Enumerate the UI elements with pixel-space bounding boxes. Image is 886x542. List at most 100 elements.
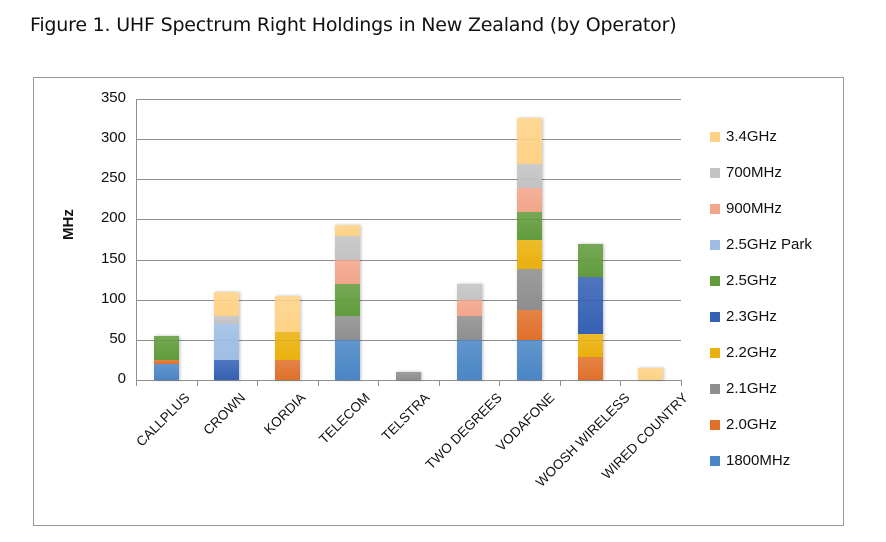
- bar-segment: [274, 295, 300, 332]
- x-tick: [197, 380, 198, 386]
- bar-vodafone: [517, 118, 543, 380]
- y-tick-label: 0: [117, 370, 126, 387]
- legend-item: 2.5GHz Park: [710, 236, 812, 253]
- legend-swatch-icon: [710, 347, 720, 358]
- bar-callplus: [153, 335, 179, 380]
- legend-swatch-icon: [710, 203, 720, 214]
- y-tick-label: 100: [100, 289, 126, 307]
- x-tick: [257, 380, 258, 386]
- legend-item: 3.4GHz: [710, 128, 777, 145]
- bar-segment: [456, 315, 482, 340]
- bar-segment: [456, 299, 482, 316]
- gridline: [136, 380, 681, 381]
- legend-label: 2.5GHz: [726, 272, 777, 289]
- y-axis-line: [136, 99, 137, 380]
- x-tick: [681, 380, 682, 386]
- legend-swatch-icon: [710, 419, 720, 430]
- bar-segment: [335, 339, 361, 380]
- legend-label: 2.1GHz: [726, 380, 777, 397]
- gridline: [136, 260, 681, 261]
- legend-item: 2.5GHz: [710, 272, 777, 289]
- legend-item: 2.1GHz: [710, 380, 777, 397]
- legend-label: 2.5GHz Park: [726, 236, 812, 253]
- legend-swatch-icon: [710, 167, 720, 178]
- legend-item: 700MHz: [710, 164, 782, 181]
- bar-segment: [335, 235, 361, 260]
- bar-segment: [214, 315, 240, 324]
- legend-label: 2.0GHz: [726, 416, 777, 433]
- gridline: [136, 219, 681, 220]
- bar-telecom: [335, 225, 361, 380]
- y-tick-label: 350: [100, 89, 126, 106]
- bar-crown: [214, 291, 240, 380]
- bar-segment: [335, 259, 361, 284]
- bar-segment: [517, 310, 543, 340]
- plot-area: [136, 99, 682, 386]
- bar-segment: [214, 323, 240, 360]
- legend-item: 2.3GHz: [710, 308, 777, 325]
- legend-swatch-icon: [710, 239, 720, 250]
- bar-segment: [335, 315, 361, 340]
- bar-segment: [517, 212, 543, 241]
- legend-label: 2.3GHz: [726, 308, 777, 325]
- legend-swatch-icon: [710, 383, 720, 394]
- bar-segment: [274, 331, 300, 360]
- legend-label: 1800MHz: [726, 452, 791, 469]
- bar-wired-country: [638, 367, 664, 380]
- legend-label: 900MHz: [726, 200, 782, 217]
- bar-segment: [517, 339, 543, 380]
- x-tick: [439, 380, 440, 386]
- gridline: [136, 99, 681, 100]
- bar-segment: [517, 164, 543, 189]
- x-tick: [499, 380, 500, 386]
- bar-segment: [517, 188, 543, 213]
- gridline: [136, 340, 681, 341]
- legend-label: 2.2GHz: [726, 344, 777, 361]
- bar-segment: [335, 225, 361, 236]
- bar-kordia: [274, 295, 300, 380]
- legend-item: 2.0GHz: [710, 416, 777, 433]
- gridline: [136, 300, 681, 301]
- x-tick: [136, 380, 137, 386]
- bar-telstra: [396, 371, 421, 380]
- x-tick: [620, 380, 621, 386]
- bar-woosh-wireless: [577, 243, 603, 380]
- legend-item: 1800MHz: [710, 452, 790, 469]
- legend-swatch-icon: [710, 275, 720, 286]
- gridline: [136, 139, 681, 140]
- bar-segment: [577, 243, 603, 278]
- bar-segment: [274, 359, 300, 380]
- gridline: [136, 179, 681, 180]
- bar-segment: [396, 371, 421, 380]
- figure-title: Figure 1. UHF Spectrum Right Holdings in…: [30, 14, 677, 36]
- bar-segment: [577, 334, 603, 357]
- legend-item: 900MHz: [710, 200, 782, 217]
- bar-segment: [335, 283, 361, 316]
- chart-frame: [33, 77, 844, 526]
- legend-swatch-icon: [710, 455, 720, 466]
- x-tick: [318, 380, 319, 386]
- y-axis-label: MHz: [60, 209, 77, 240]
- legend-swatch-icon: [710, 311, 720, 322]
- legend-swatch-icon: [710, 131, 720, 142]
- bar-segment: [517, 118, 543, 165]
- legend-label: 3.4GHz: [726, 128, 777, 145]
- y-tick-label: 250: [100, 169, 126, 187]
- x-tick: [560, 380, 561, 386]
- bar-segment: [153, 363, 179, 380]
- bar-segment: [214, 291, 240, 316]
- legend-label: 700MHz: [726, 164, 782, 181]
- bar-segment: [577, 356, 603, 380]
- bar-segment: [153, 359, 179, 364]
- y-tick-label: 50: [109, 329, 126, 347]
- bar-segment: [456, 339, 482, 380]
- bar-segment: [214, 359, 240, 380]
- bar-segment: [638, 367, 664, 380]
- bar-segment: [517, 240, 543, 270]
- x-tick: [378, 380, 379, 386]
- bar-segment: [577, 277, 603, 335]
- legend-item: 2.2GHz: [710, 344, 777, 361]
- y-tick-label: 300: [100, 129, 126, 147]
- bar-segment: [456, 283, 482, 300]
- y-tick-label: 200: [100, 209, 126, 227]
